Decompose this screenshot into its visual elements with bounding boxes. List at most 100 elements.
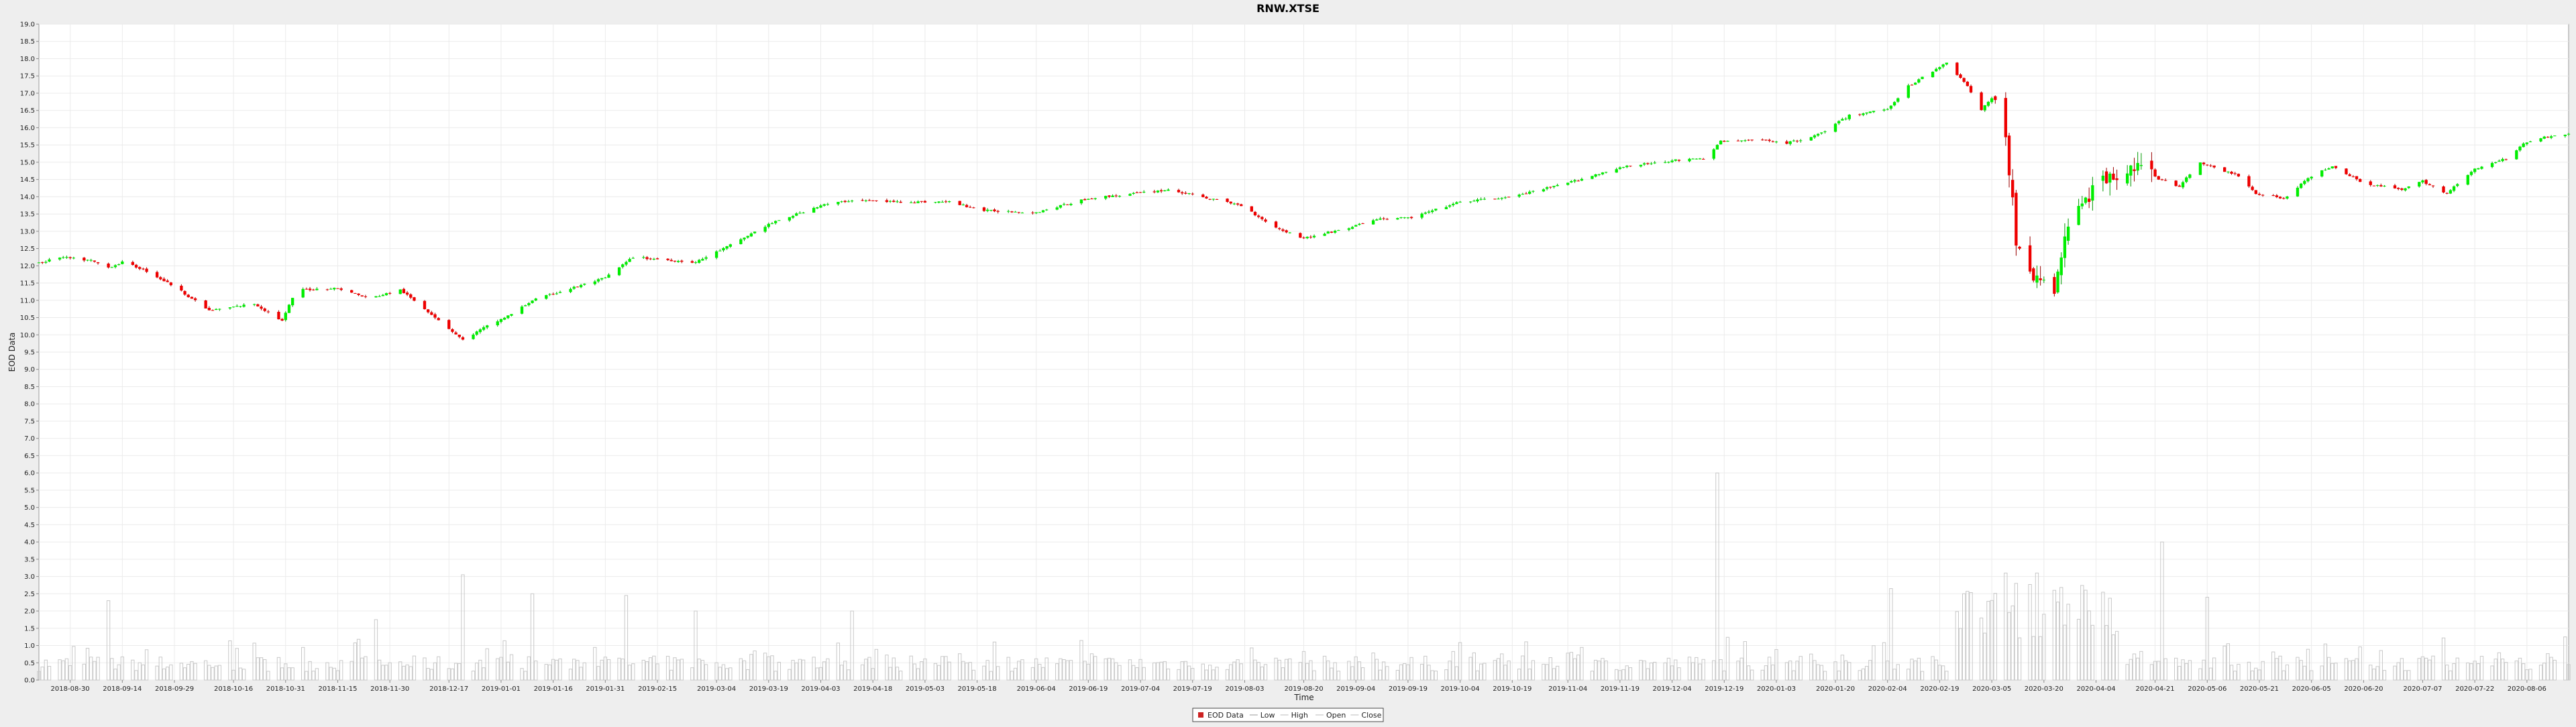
volume-bar: [2108, 598, 2112, 681]
volume-bar: [1204, 669, 1209, 681]
volume-bar: [652, 655, 656, 681]
volume-bar: [1062, 659, 1066, 681]
candle-body: [1642, 163, 1646, 165]
volume-bar: [2351, 660, 2355, 681]
candle-body: [1698, 158, 1702, 160]
candle-body: [329, 288, 333, 290]
candle-body: [1118, 196, 1122, 197]
volume-bar: [1215, 667, 1219, 681]
volume-bar: [1858, 670, 1862, 681]
volume-bar: [141, 664, 146, 681]
volume-bar: [1872, 645, 1876, 681]
volume-bar: [1966, 591, 1970, 681]
candle-body: [1458, 201, 1462, 203]
candle-body: [777, 220, 781, 221]
volume-bar: [2528, 669, 2532, 681]
volume-bar: [2518, 657, 2522, 681]
candle-body: [405, 292, 409, 295]
candle-body: [2157, 176, 2160, 180]
candle-body: [1983, 105, 1986, 111]
candle-body: [2237, 174, 2241, 177]
volume-bar: [2538, 665, 2543, 681]
candle-body: [437, 318, 440, 321]
x-tick-label: 2018-12-17: [429, 685, 468, 693]
volume-bar: [617, 657, 621, 681]
volume-bar: [920, 661, 924, 681]
x-tick-label: 2019-06-19: [1069, 685, 1108, 693]
candle-body: [58, 258, 62, 260]
volume-bar: [1298, 662, 1302, 681]
volume-bar: [72, 646, 76, 681]
volume-bar: [1646, 668, 1650, 681]
candle-body: [1591, 176, 1594, 179]
candle-body: [1163, 190, 1167, 192]
volume-bar: [2254, 667, 2258, 681]
candle-body: [899, 201, 902, 203]
candle-body: [1079, 199, 1083, 204]
volume-bar: [2237, 663, 2241, 681]
candle-body: [2498, 160, 2501, 162]
volume-bar: [2396, 662, 2400, 681]
candle-body: [142, 268, 145, 270]
volume-bar: [2222, 645, 2226, 681]
volume-bar: [311, 671, 315, 681]
candle-body: [107, 264, 110, 268]
y-tick-label: 18.5: [20, 38, 35, 46]
volume-bar: [2181, 659, 2185, 681]
candle-body: [1205, 197, 1208, 199]
candle-body: [698, 260, 701, 263]
volume-bar: [44, 659, 48, 681]
candle-body: [1795, 140, 1799, 142]
volume-bar: [2455, 657, 2459, 681]
candle-body: [1570, 181, 1573, 183]
candle-body: [2355, 176, 2359, 180]
volume-bar: [2493, 659, 2498, 681]
candle-body: [1361, 223, 1364, 224]
candle-body: [1069, 203, 1073, 205]
volume-bar: [1861, 668, 1866, 681]
volume-bar: [1454, 666, 1459, 681]
candle-body: [458, 334, 461, 337]
volume-bar: [353, 642, 358, 681]
volume-bar: [1263, 664, 1268, 681]
candle-body: [593, 281, 596, 284]
candle-body: [1187, 193, 1191, 194]
volume-bar: [1941, 665, 1945, 681]
candle-body: [1646, 163, 1650, 164]
candle-body: [958, 201, 961, 205]
candle-body: [2278, 197, 2282, 199]
candle-body: [729, 244, 732, 247]
volume-bar: [1013, 667, 1018, 681]
candle-body: [1990, 98, 1994, 103]
volume-bar: [1701, 659, 1705, 681]
volume-bar: [1375, 659, 1379, 681]
volume-bar: [1451, 651, 1455, 681]
candles: [37, 62, 2571, 341]
volume-bar: [1409, 657, 1413, 681]
volume-bar: [2101, 592, 2105, 681]
volume-bar: [1517, 668, 1521, 681]
volume-bar: [182, 667, 187, 681]
volume-bar: [2010, 605, 2015, 681]
candle-body: [2101, 175, 2105, 181]
y-tick-label: 15.5: [20, 142, 35, 150]
candle-body: [166, 280, 169, 282]
volume-bar: [1239, 663, 1243, 681]
volume-bar: [777, 661, 781, 681]
x-tick-label: 2020-07-07: [2403, 685, 2442, 693]
candle-body: [1045, 209, 1049, 211]
x-tick-label: 2019-08-20: [1284, 685, 1323, 693]
candle-body: [1615, 169, 1618, 173]
candle-body: [1017, 212, 1020, 213]
volume-bar: [572, 659, 576, 681]
candle-body: [2449, 190, 2453, 194]
volume-bar: [1020, 659, 1024, 681]
candle-body: [2247, 176, 2251, 187]
candle-body: [680, 260, 684, 262]
candle-body: [2091, 185, 2094, 201]
candle-body: [1549, 186, 1552, 188]
volume-bar: [968, 662, 972, 681]
volume-bar: [724, 668, 729, 681]
volume-bar: [544, 664, 548, 681]
volume-bar: [2466, 662, 2470, 681]
